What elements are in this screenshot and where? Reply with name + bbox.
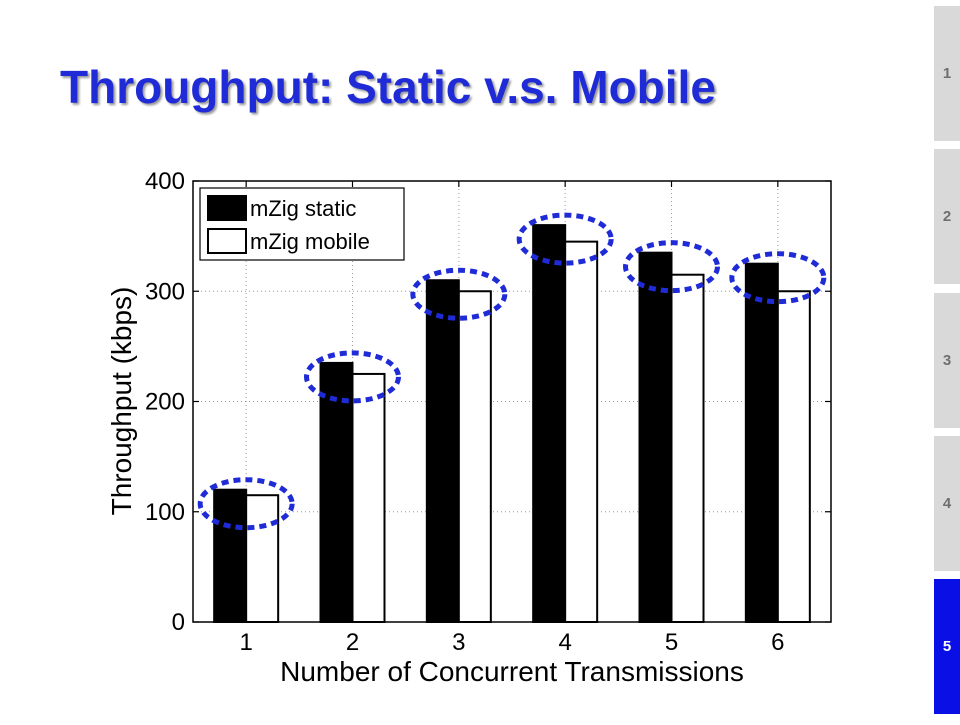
highlight-ellipse	[623, 240, 720, 294]
nav-slide-3[interactable]: 3	[934, 293, 960, 428]
bar-static	[425, 279, 460, 623]
bars	[213, 224, 811, 624]
y-tick-label: 200	[145, 389, 185, 416]
legend-swatch	[207, 195, 247, 221]
x-tick-label: 5	[665, 629, 678, 656]
nav-slide-5[interactable]: 5	[934, 579, 960, 714]
highlight-ellipse	[516, 212, 614, 266]
x-tick-label: 3	[452, 629, 465, 656]
y-tick-label: 100	[145, 499, 185, 526]
bar-mobile	[351, 372, 386, 623]
nav-slide-2[interactable]: 2	[934, 149, 960, 284]
y-axis-label: Throughput (kbps)	[106, 287, 137, 516]
y-tick-label: 400	[145, 168, 185, 195]
x-axis-label: Number of Concurrent Transmissions	[280, 656, 744, 687]
highlight-ellipse	[410, 267, 508, 321]
legend-label: mZig static	[250, 196, 356, 221]
bar-static	[744, 262, 779, 623]
highlight-ellipses	[197, 212, 827, 531]
highlight-ellipse	[729, 251, 827, 305]
bar-mobile	[245, 494, 280, 623]
bar-mobile	[776, 290, 811, 623]
legend-swatch	[207, 228, 247, 254]
bar-mobile	[670, 273, 705, 623]
x-tick-label: 6	[771, 629, 784, 656]
x-tick-label: 4	[558, 629, 571, 656]
legend: mZig static mZig mobile	[199, 187, 405, 261]
bar-mobile	[457, 290, 492, 623]
slide-title: Throughput: Static v.s. Mobile	[60, 61, 716, 113]
nav-slide-1[interactable]: 1	[934, 6, 960, 141]
y-tick-label: 0	[172, 609, 185, 636]
bar-static	[213, 488, 248, 624]
x-tick-label: 2	[346, 629, 359, 656]
x-tick-label: 1	[239, 629, 252, 656]
highlight-ellipse	[304, 350, 401, 404]
bar-mobile	[564, 240, 599, 623]
axis-ticks: 0 100 200 300 400 1 2 3 4 5 6	[145, 168, 831, 656]
y-tick-label: 300	[145, 278, 185, 305]
nav-slide-4[interactable]: 4	[934, 436, 960, 571]
legend-label: mZig mobile	[250, 229, 370, 254]
highlight-ellipse	[197, 477, 295, 531]
bar-static	[532, 224, 567, 623]
bar-static	[638, 251, 673, 623]
